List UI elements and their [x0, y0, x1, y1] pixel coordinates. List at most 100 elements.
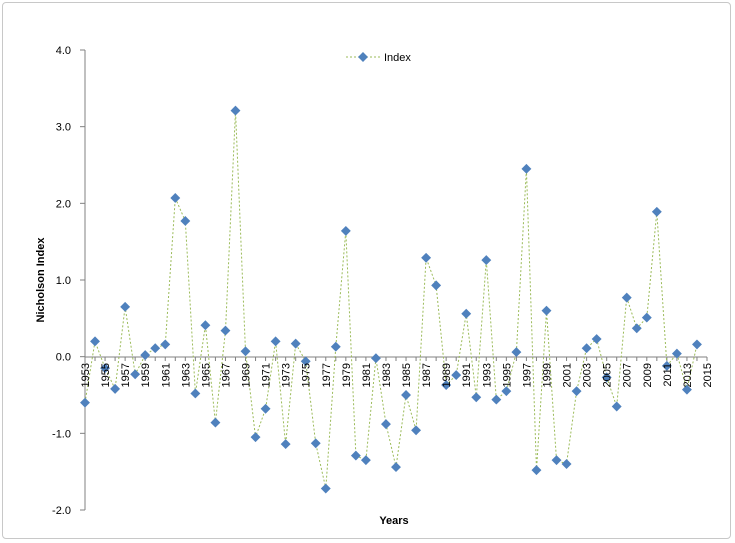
- data-point: [561, 459, 572, 469]
- data-point: [411, 425, 422, 436]
- x-tick-label: 1961: [160, 363, 172, 387]
- data-point: [120, 301, 131, 312]
- x-tick-label: 1957: [120, 363, 132, 387]
- x-tick-label: 1985: [401, 363, 413, 387]
- data-point: [310, 438, 321, 449]
- data-point: [160, 339, 171, 350]
- y-tick-label: -2.0: [52, 505, 71, 517]
- data-point: [200, 320, 211, 331]
- data-point: [541, 305, 552, 316]
- data-point: [290, 338, 301, 349]
- x-tick-label: 1973: [281, 363, 293, 387]
- data-point: [692, 339, 702, 350]
- x-tick-label: 2009: [642, 363, 654, 387]
- legend-label: Index: [384, 52, 411, 64]
- data-point: [150, 343, 161, 354]
- x-tick-label: 1955: [100, 363, 112, 387]
- data-point: [300, 356, 311, 367]
- data-point: [461, 308, 472, 319]
- data-point: [641, 312, 652, 323]
- data-point: [611, 401, 622, 412]
- data-point: [80, 397, 90, 408]
- data-point: [170, 193, 181, 203]
- data-point: [320, 483, 331, 494]
- series-line: [84, 110, 698, 489]
- data-point: [210, 417, 221, 428]
- x-tick-label: 1989: [441, 363, 453, 387]
- data-point: [140, 350, 151, 361]
- data-point: [421, 252, 432, 263]
- data-point: [431, 280, 442, 291]
- data-point: [230, 105, 241, 116]
- data-point: [601, 372, 612, 383]
- y-axis-title: Nicholson Index: [35, 237, 47, 323]
- y-tick-label: 4.0: [56, 45, 71, 57]
- axes: [80, 49, 708, 511]
- data-point: [651, 206, 662, 217]
- x-tick-labels: 1953 1955 1957 1959 1961 1963 1965 1967 1969 1971…: [80, 363, 714, 387]
- data-point: [551, 455, 562, 466]
- data-point: [370, 353, 381, 364]
- data-point: [250, 432, 261, 443]
- data-point: [330, 341, 341, 352]
- index-line: [84, 110, 698, 489]
- y-tick-label: -1.0: [52, 428, 71, 440]
- x-tick-label: 2007: [622, 363, 634, 387]
- x-tick-label: 1965: [200, 363, 212, 387]
- data-point: [661, 360, 672, 371]
- data-point: [90, 336, 100, 347]
- x-tick-label: 2001: [562, 363, 574, 387]
- x-tick-label: 1995: [501, 363, 513, 387]
- legend: Index: [346, 52, 411, 64]
- y-tick-label: 2.0: [56, 198, 71, 210]
- x-tick-label: 1997: [521, 363, 533, 387]
- data-point: [451, 370, 462, 381]
- x-tick-label: 1993: [481, 363, 493, 387]
- data-point: [280, 439, 291, 450]
- data-markers: [80, 105, 702, 494]
- data-point: [581, 343, 592, 354]
- data-point: [591, 334, 602, 344]
- x-tick-label: 1971: [261, 363, 273, 387]
- x-tick-label: 2003: [582, 363, 594, 387]
- data-point: [491, 394, 502, 405]
- data-point: [571, 386, 582, 397]
- data-point: [621, 292, 632, 303]
- data-point: [360, 455, 371, 466]
- data-point: [130, 369, 141, 380]
- data-point: [511, 347, 522, 358]
- data-point: [501, 386, 512, 397]
- data-point: [681, 384, 692, 395]
- data-point: [531, 465, 542, 476]
- x-tick-label: 2011: [662, 363, 674, 387]
- data-point: [391, 462, 401, 473]
- data-point: [220, 325, 231, 336]
- data-point: [481, 255, 492, 266]
- x-tick-label: 1953: [80, 363, 92, 387]
- data-point: [190, 388, 201, 399]
- data-point: [381, 419, 391, 430]
- x-tick-label: 1969: [241, 363, 253, 387]
- x-tick-label: 1967: [220, 363, 232, 387]
- x-tick-label: 1981: [361, 363, 373, 387]
- y-tick-label: 0.0: [56, 352, 71, 364]
- x-tick-label: 1979: [341, 363, 353, 387]
- x-axis-title: Years: [379, 515, 408, 527]
- data-point: [240, 346, 251, 357]
- y-tick-labels: -2.0 -1.0 0.0 1.0 2.0 3.0 4.0: [52, 45, 71, 517]
- data-point: [441, 380, 452, 390]
- data-point: [521, 163, 532, 174]
- x-tick-label: 2013: [682, 363, 694, 387]
- data-point: [401, 390, 411, 400]
- y-tick-label: 1.0: [56, 275, 71, 287]
- y-tick-label: 3.0: [56, 122, 71, 134]
- x-tick-label: 2015: [702, 363, 714, 387]
- data-point: [631, 323, 642, 334]
- data-point: [671, 348, 682, 359]
- x-tick-label: 1983: [381, 363, 393, 387]
- x-tick-label: 2005: [602, 363, 614, 387]
- x-tick-label: 1977: [321, 363, 333, 387]
- data-point: [270, 336, 281, 347]
- data-point: [180, 216, 191, 226]
